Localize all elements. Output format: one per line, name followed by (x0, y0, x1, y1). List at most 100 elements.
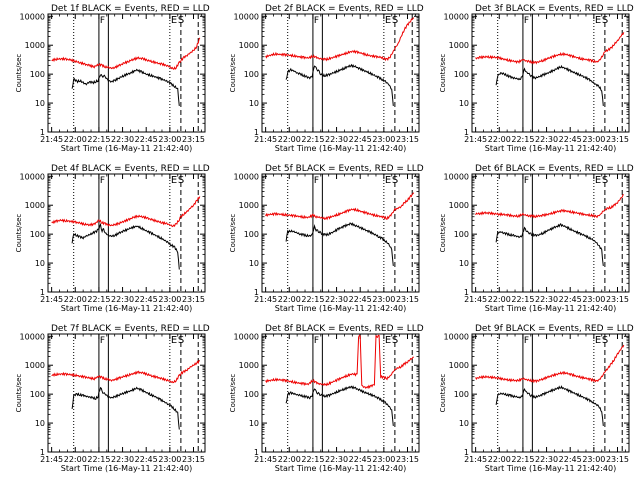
flag-s-label: S (392, 15, 398, 26)
y-tick-label: 10000 (20, 12, 45, 21)
event-markers (73, 174, 199, 292)
lld-series-line (51, 37, 201, 71)
y-tick-label: 1 (464, 288, 469, 297)
flag-e-label: E (385, 335, 391, 346)
panel-title: Det 2f BLACK = Events, RED = LLD (265, 4, 424, 14)
x-tick-label: 22:15 (87, 455, 110, 464)
detector-panel-5: Det 5f BLACK = Events, RED = LLD 1 10 100 10… (229, 164, 424, 313)
x-tick-label: 22:00 (488, 295, 511, 304)
y-axis-label: Counts/sec (15, 214, 23, 253)
flag-e-label: E (385, 175, 391, 186)
plot-frame (471, 333, 630, 453)
event-markers (497, 334, 623, 452)
x-tick-label: 23:15 (182, 135, 205, 144)
lld-series-line (265, 192, 415, 221)
lld-series-line (475, 32, 625, 65)
x-tick-label: 21:45 (254, 455, 277, 464)
detector-panel-8: Det 8f BLACK = Events, RED = LLD 1 10 100 10… (229, 324, 424, 473)
x-tick-label: 22:00 (488, 135, 511, 144)
x-tick-label: 22:00 (64, 135, 87, 144)
x-tick-label: 23:00 (372, 455, 395, 464)
x-tick-label: 23:15 (606, 455, 629, 464)
flag-f-label: F (524, 176, 529, 186)
x-tick-label: 21:45 (464, 455, 487, 464)
y-tick-label: 10000 (234, 172, 259, 181)
x-tick-label: 21:45 (254, 135, 277, 144)
panel-title: Det 8f BLACK = Events, RED = LLD (265, 324, 424, 334)
y-tick-label: 100 (244, 230, 259, 239)
panel-title: Det 5f BLACK = Events, RED = LLD (265, 164, 424, 174)
y-tick-label: 10 (459, 419, 469, 428)
y-tick-label: 100 (30, 390, 45, 399)
x-tick-label: 22:30 (535, 135, 558, 144)
x-tick-label: 23:00 (582, 455, 605, 464)
series-group (475, 344, 625, 426)
y-tick-label: 1000 (449, 361, 469, 370)
flag-e-label: E (171, 15, 177, 26)
flag-e-label: E (595, 335, 601, 346)
y-tick-label: 1 (464, 128, 469, 137)
x-tick-label: 22:00 (278, 135, 301, 144)
events-series-line (71, 68, 180, 106)
y-axis-label: Counts/sec (439, 374, 447, 413)
event-markers (73, 334, 199, 452)
x-tick-label: 21:45 (40, 295, 63, 304)
flag-s-label: S (178, 175, 184, 186)
x-tick-label: 22:45 (559, 455, 582, 464)
lld-series-line (265, 334, 414, 389)
x-axis-label: Start Time (16-May-11 21:42:40) (275, 464, 406, 473)
events-series-line (285, 385, 394, 426)
detector-panel-3: Det 3f BLACK = Events, RED = LLD 1 10 100 10… (439, 4, 634, 153)
detector-panel-1: Det 1f BLACK = Events, RED = LLD 1 10 100 10… (15, 4, 210, 153)
x-tick-label: 21:45 (464, 135, 487, 144)
flag-e-label: E (171, 175, 177, 186)
x-tick-label: 23:00 (158, 455, 181, 464)
x-tick-label: 23:15 (396, 135, 419, 144)
flag-s-label: S (602, 15, 608, 26)
x-tick-label: 22:45 (135, 135, 158, 144)
x-axis-label: Start Time (16-May-11 21:42:40) (485, 304, 616, 313)
y-axis-label: Counts/sec (229, 374, 237, 413)
y-tick-label: 1000 (25, 361, 45, 370)
y-tick-label: 10000 (234, 332, 259, 341)
events-series-line (495, 222, 604, 266)
x-axis-label: Start Time (16-May-11 21:42:40) (61, 464, 192, 473)
x-axis-label: Start Time (16-May-11 21:42:40) (485, 144, 616, 153)
event-markers (497, 14, 623, 132)
flag-e-label: E (171, 335, 177, 346)
y-tick-label: 100 (454, 390, 469, 399)
x-tick-label: 23:00 (158, 135, 181, 144)
x-tick-label: 22:45 (349, 455, 372, 464)
y-tick-label: 1 (40, 448, 45, 457)
y-tick-label: 1 (40, 288, 45, 297)
series-group (51, 196, 201, 270)
plot-frame (47, 13, 206, 133)
y-tick-label: 10000 (444, 172, 469, 181)
plot-frame (471, 13, 630, 133)
lld-series-line (475, 344, 625, 384)
x-tick-label: 22:45 (559, 295, 582, 304)
flag-f-label: F (100, 176, 105, 186)
plot-frame (261, 13, 420, 133)
series-group (51, 37, 201, 106)
panel-title: Det 4f BLACK = Events, RED = LLD (51, 164, 210, 174)
y-tick-label: 1 (254, 288, 259, 297)
x-tick-label: 22:00 (488, 455, 511, 464)
panel-title: Det 7f BLACK = Events, RED = LLD (51, 324, 210, 334)
x-tick-label: 22:30 (325, 295, 348, 304)
x-tick-label: 21:45 (40, 455, 63, 464)
series-group (51, 359, 201, 430)
plot-frame (47, 173, 206, 293)
x-tick-label: 23:15 (182, 455, 205, 464)
x-axis-label: Start Time (16-May-11 21:42:40) (61, 304, 192, 313)
flag-f-label: F (314, 16, 319, 26)
y-tick-label: 100 (244, 390, 259, 399)
x-tick-label: 22:45 (135, 455, 158, 464)
x-tick-label: 22:15 (301, 295, 324, 304)
y-tick-label: 10 (249, 99, 259, 108)
x-tick-label: 22:15 (87, 135, 110, 144)
detector-panel-2: Det 2f BLACK = Events, RED = LLD 1 10 100 10… (229, 4, 424, 153)
detector-panel-9: Det 9f BLACK = Events, RED = LLD 1 10 100 10… (439, 324, 634, 473)
x-tick-label: 23:00 (372, 135, 395, 144)
